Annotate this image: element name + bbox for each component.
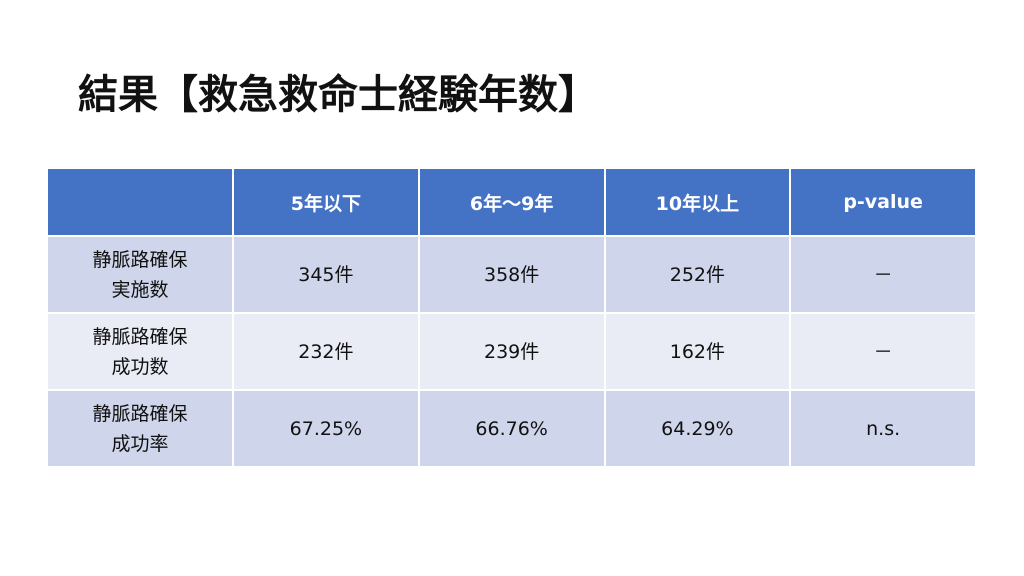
header-cell: 5年以下 xyxy=(232,167,420,237)
table-row: 静脈路確保 実施数 345件 358件 252件－ xyxy=(46,235,977,314)
header-cell: 6年～9年 xyxy=(417,167,606,237)
table-cell: 66.76% xyxy=(417,389,606,468)
table-cell: 67.25% xyxy=(232,389,420,468)
header-row: 5年以下 6年～9年 10年以上 p-value xyxy=(46,167,977,237)
table-cell: － xyxy=(789,235,977,314)
table-cell: 358件 xyxy=(417,235,606,314)
row-label-line: 静脈路確保 xyxy=(92,248,188,271)
table-cell: 64.29% xyxy=(603,389,792,468)
row-label: 静脈路確保 実施数 xyxy=(46,235,234,314)
row-label-line: 静脈路確保 xyxy=(92,402,188,425)
table-cell: 239件 xyxy=(417,312,606,391)
table-cell: 345件 xyxy=(232,235,420,314)
header-cell xyxy=(46,167,234,237)
row-label-line: 実施数 xyxy=(111,278,169,301)
row-label-line: 静脈路確保 xyxy=(92,325,188,348)
slide-title: 結果【救急救命士経験年数】 xyxy=(78,72,598,118)
table-row: 静脈路確保 成功率 67.25% 66.76% 64.29% n.s. xyxy=(46,389,977,468)
table-cell: 232件 xyxy=(232,312,420,391)
row-label: 静脈路確保 成功数 xyxy=(46,312,234,391)
table-cell: n.s. xyxy=(789,389,977,468)
row-label-line: 成功数 xyxy=(111,355,169,378)
row-label: 静脈路確保 成功率 xyxy=(46,389,234,468)
header-cell: 10年以上 xyxy=(603,167,792,237)
table-cell: 252件 xyxy=(603,235,792,314)
table-cell: － xyxy=(789,312,977,391)
header-cell: p-value xyxy=(789,167,977,237)
table-body: 静脈路確保 実施数 345件 358件 252件－静脈路確保 成功数 232件 239件 162… xyxy=(46,235,977,468)
results-table: 5年以下 6年～9年 10年以上 p-value 静脈路確保 実施数 345件 358… xyxy=(46,167,977,468)
table-row: 静脈路確保 成功数 232件 239件 162件－ xyxy=(46,312,977,391)
table-cell: 162件 xyxy=(603,312,792,391)
row-label-line: 成功率 xyxy=(111,432,169,455)
